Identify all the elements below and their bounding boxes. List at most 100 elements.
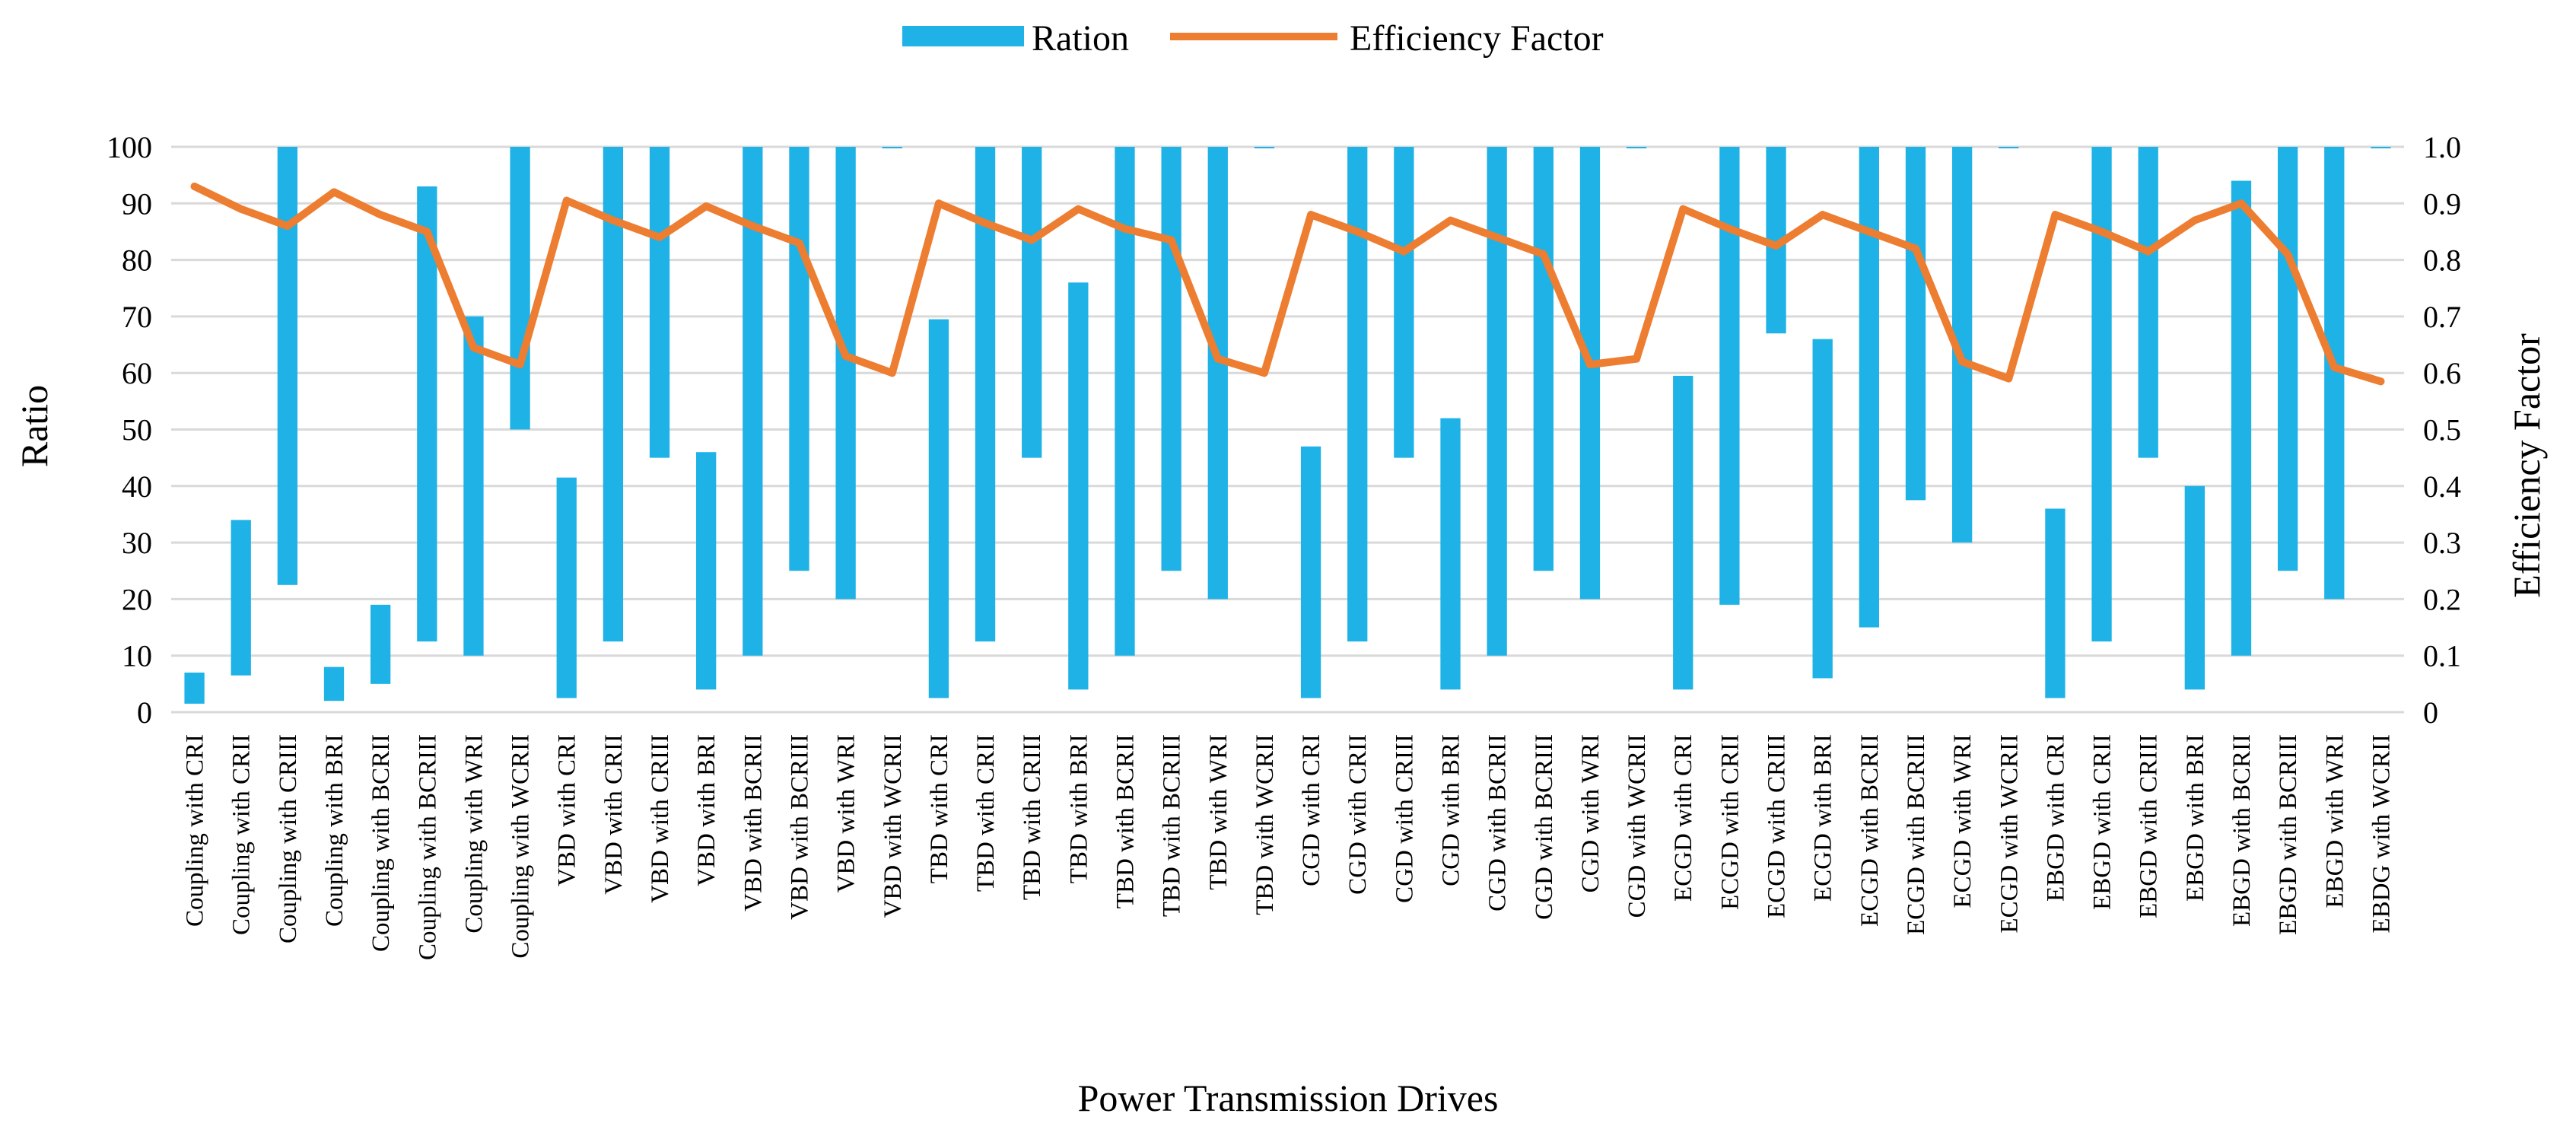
x-tick-label: EBDG with WCRII [2368,734,2395,934]
bar [1161,147,1181,571]
x-tick-label: CGD with BRI [1438,734,1465,886]
line-point [981,219,990,227]
y2-tick-label: 0 [2423,695,2438,730]
line-point [1772,242,1780,250]
line-point [1585,361,1594,369]
line-point [377,211,385,219]
line-point [795,239,803,247]
x-tick-label: TBD with WRI [1205,734,1232,890]
line-point [2190,216,2199,224]
y2-tick-label: 0.3 [2423,526,2461,560]
x-tick-label: Coupling with CRIII [275,734,302,943]
line-point [841,352,850,360]
bar [1207,147,1228,600]
line-point [1307,211,1315,219]
x-tick-label: TBD with CRI [926,734,953,883]
bar [1347,147,1368,642]
bar [882,147,902,148]
bar [1394,147,1414,458]
x-tick-label: VBD with BCRII [739,734,767,912]
line-point [888,369,896,377]
y-tick-label: 50 [122,413,152,447]
x-tick-label: CGD with CRI [1298,734,1325,886]
y-axis-title: Ratio [13,385,56,467]
bar [2277,147,2298,571]
line-point [1725,224,1734,233]
line-point [1539,250,1547,259]
y-tick-label: 0 [137,695,152,730]
bar [1440,418,1461,690]
x-tick-label: Coupling with CRI [182,734,209,927]
x-tick-label: ECGD with CRI [1670,734,1697,902]
y-axis-left-ticks: 0 10 20 30 40 50 60 70 80 90 100 [107,130,152,730]
line-point [2377,377,2385,386]
x-tick-label: Coupling with CRII [228,734,256,935]
line-point [934,199,943,208]
y2-axis-title: Efficiency Factor [2505,333,2548,598]
bar [277,147,298,585]
line-point [190,183,199,191]
bar [928,319,949,698]
line-point [1167,236,1175,244]
bar [649,147,670,458]
y2-tick-label: 0.8 [2423,243,2461,278]
line-point [1679,205,1687,213]
x-tick-label: EBGD with CRI [2042,734,2069,902]
x-tick-label: ECGD with BRI [1810,734,1837,902]
y2-tick-label: 0.2 [2423,582,2461,616]
x-tick-label: VBD with WRI [833,734,860,892]
line-point [1260,369,1268,377]
x-tick-label: TBD with BRI [1065,734,1092,883]
bar [1487,147,1507,656]
line-point [1028,236,1036,244]
bar [1859,147,1879,628]
x-tick-label: ECGD with BCRIII [1903,734,1930,935]
x-tick-label: TBD with BCRII [1112,734,1140,908]
line-point [702,202,711,211]
line-point [423,227,431,236]
x-tick-label: EBGD with CRIII [2136,734,2163,918]
bar [184,672,205,704]
x-tick-label: EBGD with BCRIII [2275,734,2302,935]
bar [556,477,577,698]
line-point [1865,227,1873,236]
bar [2138,147,2158,458]
y-tick-label: 20 [122,582,152,616]
x-tick-label: ECGD with WRI [1949,734,1977,908]
line-point [237,205,245,213]
bar [1022,147,1042,458]
line-point [609,216,617,224]
x-tick-label: Coupling with BCRIII [414,734,441,960]
bar [1905,147,1926,501]
y-tick-label: 40 [122,469,152,504]
x-axis-title: Power Transmission Drives [1078,1077,1499,1119]
y-tick-label: 90 [122,186,152,221]
y2-tick-label: 0.9 [2423,186,2461,221]
x-tick-label: VBD with BCRIII [787,734,814,920]
y2-tick-label: 1.0 [2423,130,2461,164]
x-tick-label: Coupling with BCRII [367,734,395,952]
bar-series-ration [184,147,2391,704]
x-tick-label: CGD with CRII [1344,734,1372,895]
bar [1719,147,1740,605]
line-point [1818,211,1827,219]
line-point [749,222,757,231]
bar [370,604,391,684]
bar [417,186,437,642]
bar [1300,446,1321,698]
x-tick-label: ECGD with CRIII [1763,734,1791,918]
line-point [2051,211,2059,219]
bar [1812,339,1833,679]
legend-swatch-ration [902,26,1024,46]
bar [1254,147,1275,148]
x-tick-label: EBGD with CRII [2089,734,2116,910]
x-tick-label: ECGD with BCRII [1856,734,1884,927]
line-point [1400,247,1408,256]
legend-label-efficiency-factor: Efficiency Factor [1350,18,1604,59]
x-tick-label: VBD with CRII [600,734,628,895]
legend: Ration Efficiency Factor [902,18,1604,59]
bar [463,316,484,656]
x-tick-label: CGD with BCRII [1484,734,1512,912]
bar [2091,147,2112,642]
